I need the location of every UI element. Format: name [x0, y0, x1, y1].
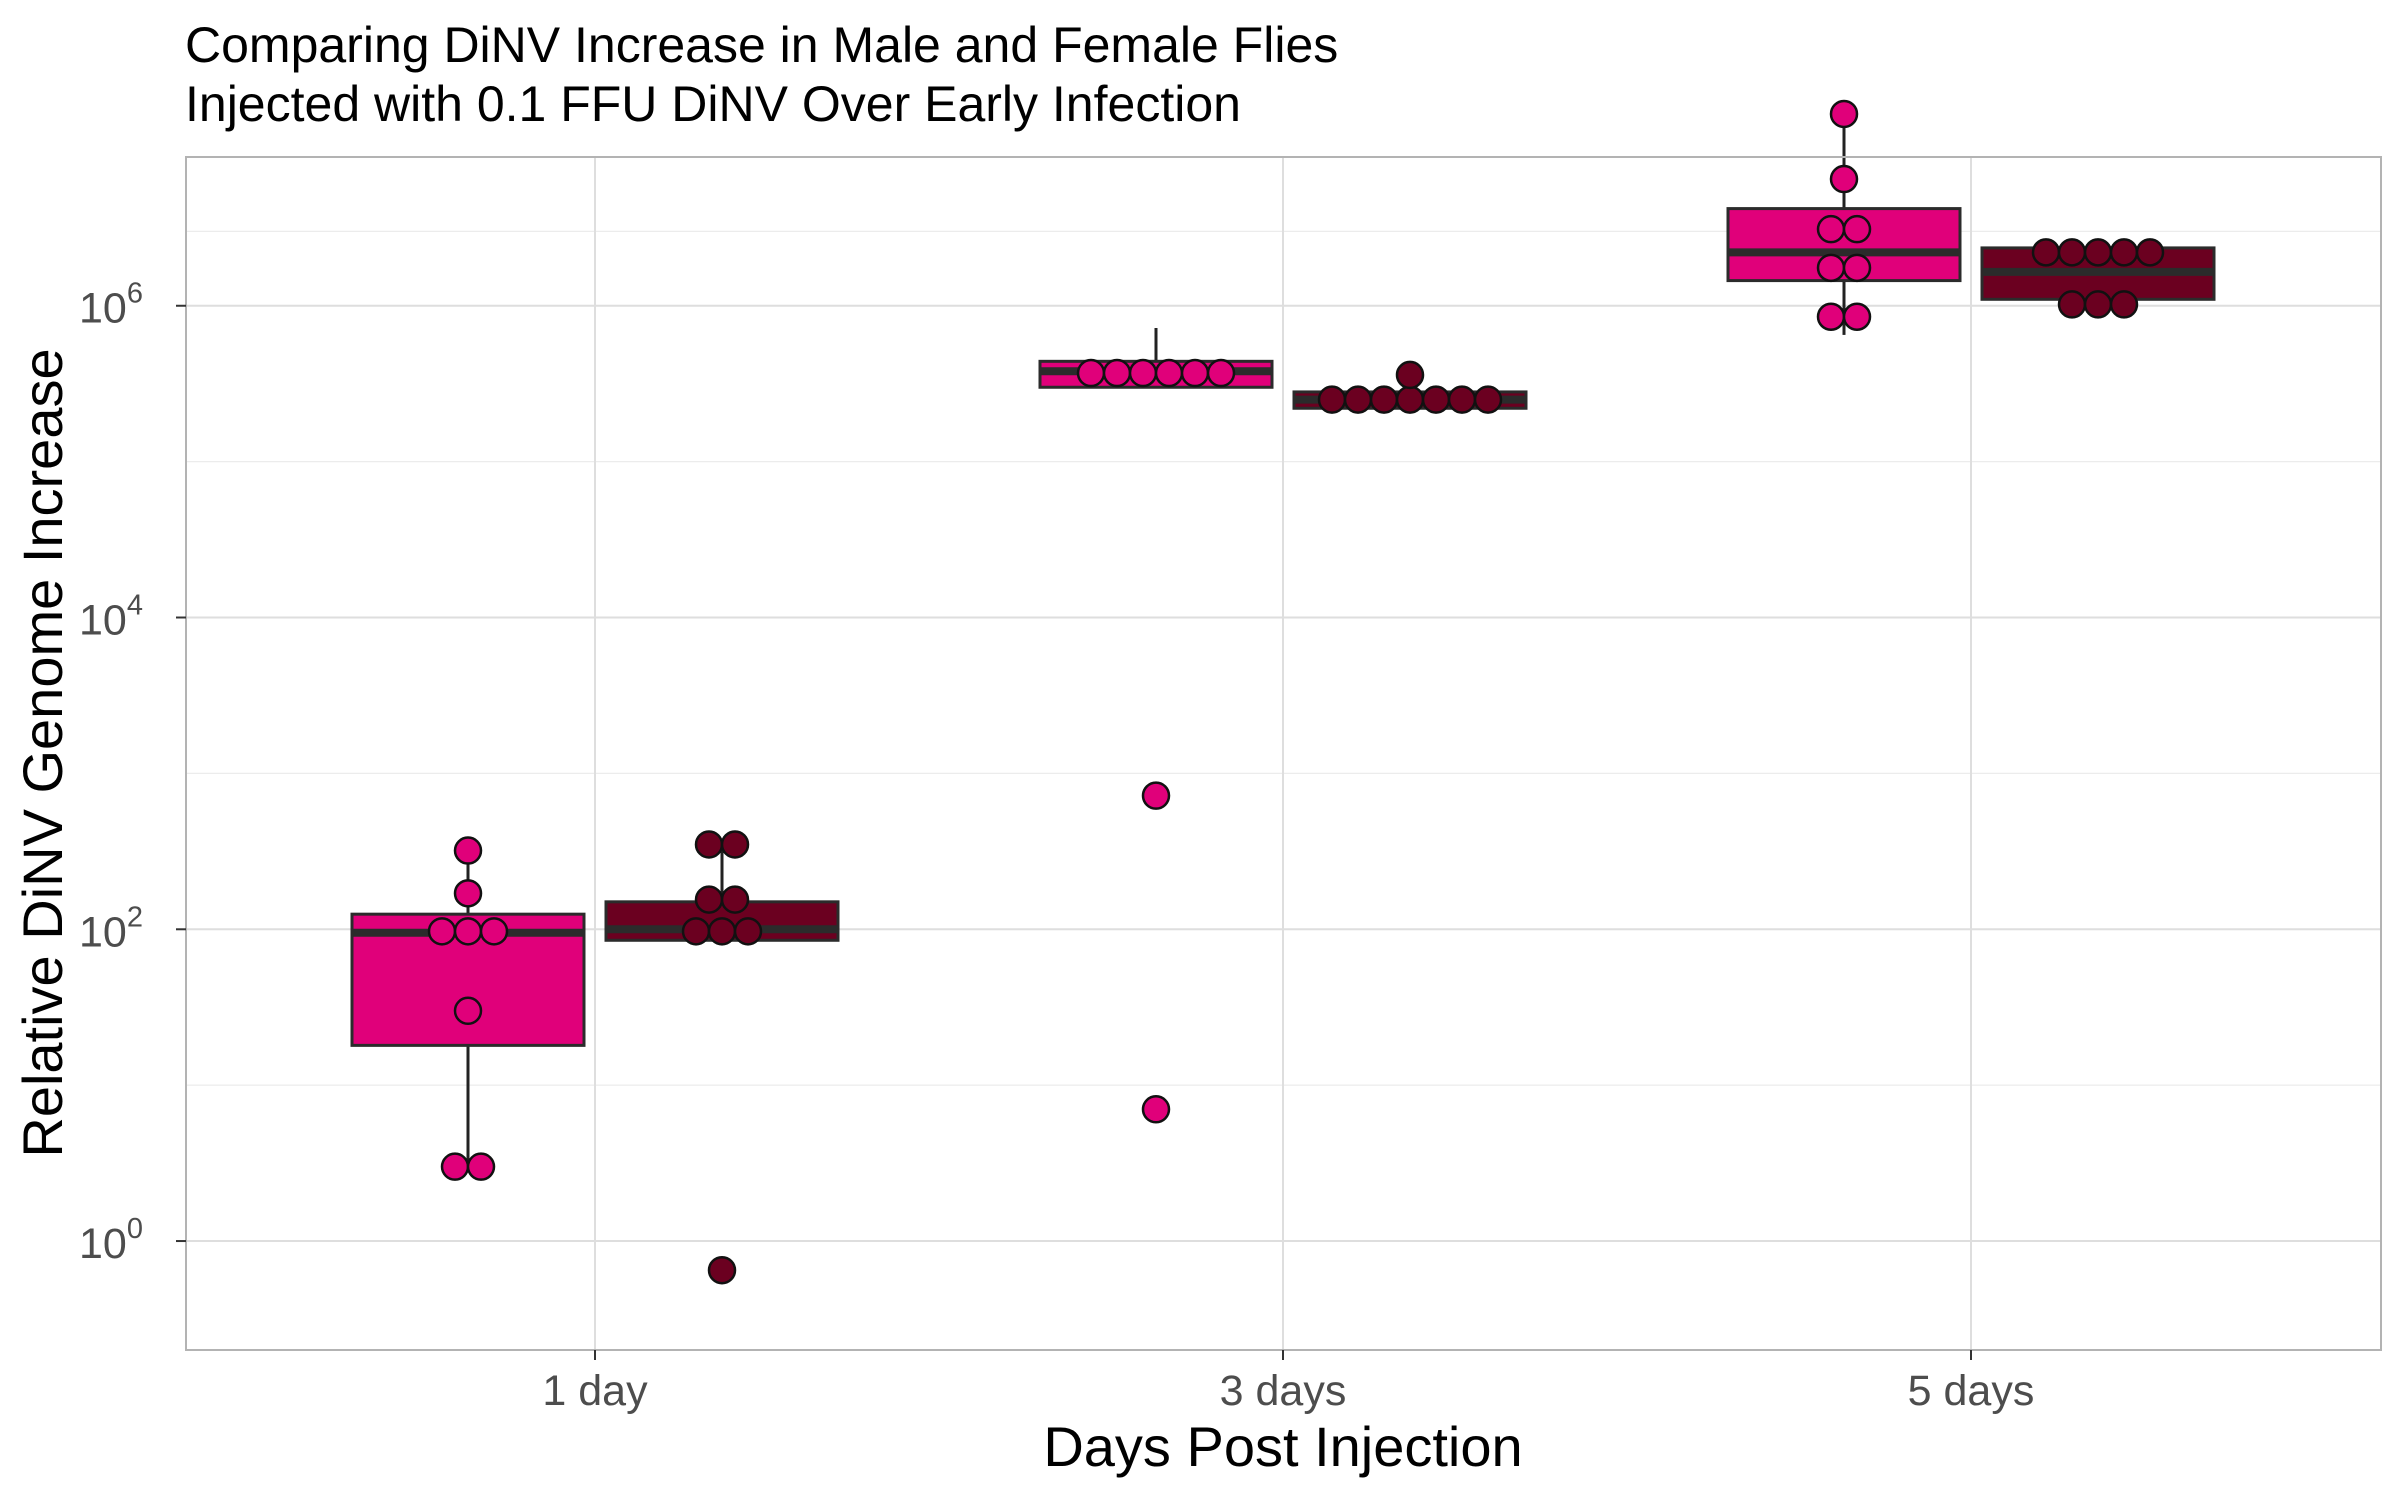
- data-point: [1154, 358, 1184, 388]
- data-point: [694, 830, 724, 859]
- data-point: [2083, 290, 2113, 319]
- y-tick-base: 10: [79, 908, 127, 956]
- data-point: [1206, 358, 1236, 388]
- data-point: [453, 917, 483, 946]
- data-point: [1842, 214, 1872, 244]
- y-tick-label: 102: [79, 901, 143, 956]
- data-point: [1447, 385, 1477, 414]
- y-tick-label: 106: [79, 278, 143, 333]
- data-point: [1816, 302, 1846, 332]
- data-point: [1102, 358, 1132, 388]
- chart-title-line-1: Comparing DiNV Increase in Male and Fema…: [185, 17, 1338, 73]
- data-point: [1180, 358, 1210, 388]
- data-point: [453, 996, 483, 1026]
- y-tick-base: 10: [79, 285, 127, 333]
- chart-title-line-2: Injected with 0.1 FFU DiNV Over Early In…: [185, 76, 1241, 132]
- y-tick-base: 10: [79, 1220, 127, 1268]
- data-point: [1369, 385, 1399, 414]
- y-tick-label: 100: [79, 1213, 143, 1268]
- data-points: [427, 99, 2165, 1285]
- data-point: [1842, 302, 1872, 332]
- data-point: [2109, 290, 2139, 319]
- data-point: [427, 917, 457, 946]
- data-point: [707, 917, 737, 946]
- data-point: [466, 1152, 496, 1181]
- data-point: [681, 917, 711, 946]
- y-tick-base: 10: [79, 597, 127, 645]
- data-point: [707, 1255, 737, 1285]
- x-tick-label: 1 day: [542, 1367, 648, 1415]
- data-point: [1395, 360, 1425, 390]
- data-point: [733, 917, 763, 946]
- data-point: [1317, 385, 1347, 414]
- data-point: [1421, 385, 1451, 414]
- data-point: [1343, 385, 1373, 414]
- y-tick-exponent: 4: [127, 590, 143, 622]
- x-axis-title: Days Post Injection: [1043, 1415, 1522, 1478]
- data-point: [1473, 385, 1503, 414]
- data-point: [1128, 358, 1158, 388]
- data-point: [720, 830, 750, 859]
- x-tick-label: 5 days: [1908, 1367, 2035, 1415]
- x-axis-ticks: 1 day 3 days 5 days: [542, 1350, 2034, 1415]
- data-point: [1076, 358, 1106, 388]
- y-tick-exponent: 0: [127, 1213, 143, 1245]
- data-point: [720, 885, 750, 914]
- data-point: [1829, 164, 1859, 194]
- data-point: [2135, 238, 2165, 267]
- data-point: [2031, 238, 2061, 267]
- data-point: [1816, 253, 1846, 283]
- data-point: [453, 836, 483, 865]
- data-point: [694, 885, 724, 914]
- y-tick-exponent: 2: [127, 901, 143, 933]
- data-point: [1141, 781, 1171, 810]
- data-point: [1395, 385, 1425, 414]
- y-tick-label: 104: [79, 590, 143, 645]
- x-tick-label: 3 days: [1220, 1367, 1347, 1415]
- data-point: [2109, 238, 2139, 267]
- data-point: [1816, 214, 1846, 244]
- data-point: [2057, 290, 2087, 319]
- y-tick-exponent: 6: [127, 278, 143, 310]
- data-point: [2057, 238, 2087, 267]
- data-point: [453, 879, 483, 908]
- data-point: [1829, 99, 1859, 129]
- data-point: [2083, 238, 2113, 267]
- data-point: [1842, 253, 1872, 283]
- data-point: [479, 917, 509, 946]
- data-point: [1141, 1095, 1171, 1124]
- data-point: [440, 1152, 470, 1181]
- y-axis-title: Relative DiNV Genome Increase: [11, 348, 74, 1157]
